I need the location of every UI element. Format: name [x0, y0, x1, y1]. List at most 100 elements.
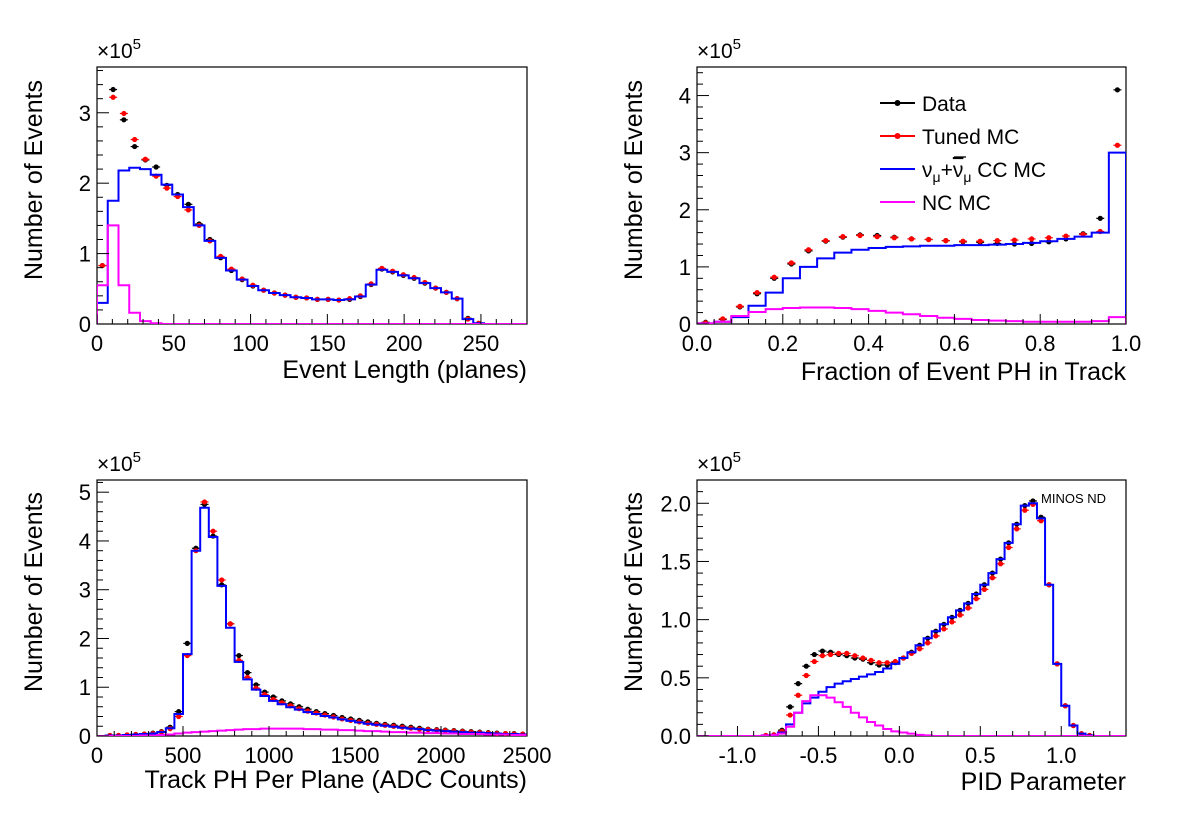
data-point — [943, 238, 949, 244]
y-tick-label: 1 — [79, 675, 91, 700]
data-point — [840, 234, 846, 240]
data-point — [994, 238, 1000, 244]
y-tick-label: 2 — [79, 171, 91, 196]
data-point — [811, 658, 817, 665]
legend-entry: νμ+νμ CC MC — [880, 156, 1046, 185]
data-point — [1011, 237, 1018, 243]
y-tick-label: 1.5 — [660, 549, 691, 574]
y-tick-label: 0 — [79, 312, 91, 337]
data-point — [176, 709, 182, 715]
x-tick-label: 0 — [91, 743, 103, 768]
chart-annotation: MINOS ND — [1041, 491, 1106, 506]
data-point — [852, 653, 858, 659]
x-tick-label: 0.8 — [1025, 331, 1056, 356]
data-point — [957, 612, 963, 618]
data-point — [925, 640, 931, 646]
data-point — [827, 651, 834, 658]
data-point — [997, 561, 1004, 567]
data-point — [1114, 87, 1121, 93]
plot-frame — [696, 66, 1127, 325]
legend-label: νμ+νμ CC MC — [922, 159, 1046, 185]
series-data — [701, 87, 1122, 324]
legend-label: NC MC — [922, 192, 991, 215]
y-multiplier: ×105 — [97, 36, 141, 63]
series-tuned-mc — [98, 94, 483, 324]
x-tick-label: 0.0 — [682, 331, 713, 356]
step-line — [697, 502, 1126, 736]
data-point — [788, 260, 794, 266]
y-multiplier: ×105 — [97, 449, 141, 476]
data-point — [926, 236, 932, 243]
y-axis-title: Number of Events — [620, 80, 648, 280]
plot-frame — [96, 479, 528, 737]
data-point — [244, 670, 251, 676]
multiplier-base: ×10 — [97, 40, 133, 63]
data-point — [176, 713, 182, 720]
data-point — [989, 575, 996, 581]
x-tick-label: 2000 — [417, 743, 466, 768]
data-point — [860, 655, 866, 661]
step-line — [697, 306, 1126, 324]
data-point — [1046, 235, 1052, 241]
data-point — [960, 238, 966, 244]
data-point — [1038, 518, 1044, 524]
data-point — [110, 86, 116, 93]
data-point — [803, 663, 809, 669]
data-point — [184, 640, 190, 646]
y-axis-title: Number of Events — [20, 80, 48, 280]
data-point — [121, 117, 127, 123]
legend-mu-sub: μ — [933, 169, 941, 185]
data-point — [142, 156, 148, 162]
series-tuned-mc — [105, 499, 527, 736]
series-nc-mc — [97, 727, 527, 736]
series-data — [761, 498, 1094, 736]
data-point — [884, 660, 890, 666]
data-point — [185, 207, 191, 213]
x-axis-title: Fraction of Event PH in Track — [801, 358, 1127, 386]
data-point — [965, 605, 971, 611]
x-tick-label: 1.0 — [1046, 743, 1077, 768]
data-point — [874, 234, 880, 240]
x-tick-label: 0.2 — [768, 331, 799, 356]
data-point — [787, 712, 793, 718]
legend-entry: NC MC — [880, 192, 991, 215]
chart-panel-event-length: 0 50 100 150 200 250 0 1 2 3 ×105 Event Length (pla… — [20, 36, 528, 384]
y-tick-label: 1 — [79, 242, 91, 267]
data-point — [916, 646, 923, 652]
x-tick-label: 50 — [162, 331, 186, 356]
data-point — [1029, 236, 1035, 242]
plot-area — [697, 87, 1126, 324]
data-point — [819, 648, 826, 654]
data-point — [805, 247, 812, 253]
x-tick-label: 150 — [309, 331, 346, 356]
x-tick-label: -1.0 — [719, 743, 757, 768]
data-point — [185, 201, 191, 207]
y-tick-label: 5 — [79, 480, 91, 505]
legend-mu-sub-2: μ — [963, 169, 971, 185]
data-point — [803, 672, 809, 679]
data-point — [1022, 507, 1028, 513]
series-nc-mc — [97, 224, 527, 324]
x-axis-title: Track PH Per Plane (ADC Counts) — [144, 766, 527, 794]
legend-swatch-point — [894, 133, 901, 139]
legend-entry: Data — [880, 93, 967, 116]
data-point — [1097, 215, 1103, 221]
data-point — [977, 238, 983, 244]
series-data — [105, 501, 527, 736]
multiplier-base: ×10 — [697, 40, 733, 63]
series-tuned-mc — [701, 142, 1122, 324]
data-point — [876, 660, 882, 666]
y-multiplier: ×105 — [697, 36, 741, 63]
y-tick-label: 3 — [79, 101, 91, 126]
data-point — [1063, 233, 1069, 239]
data-point — [981, 586, 987, 592]
data-point — [110, 94, 116, 100]
x-tick-label: -0.5 — [799, 743, 837, 768]
x-tick-label: 0.4 — [853, 331, 884, 356]
data-point — [164, 185, 170, 191]
step-line — [97, 506, 527, 736]
data-point — [973, 596, 979, 602]
